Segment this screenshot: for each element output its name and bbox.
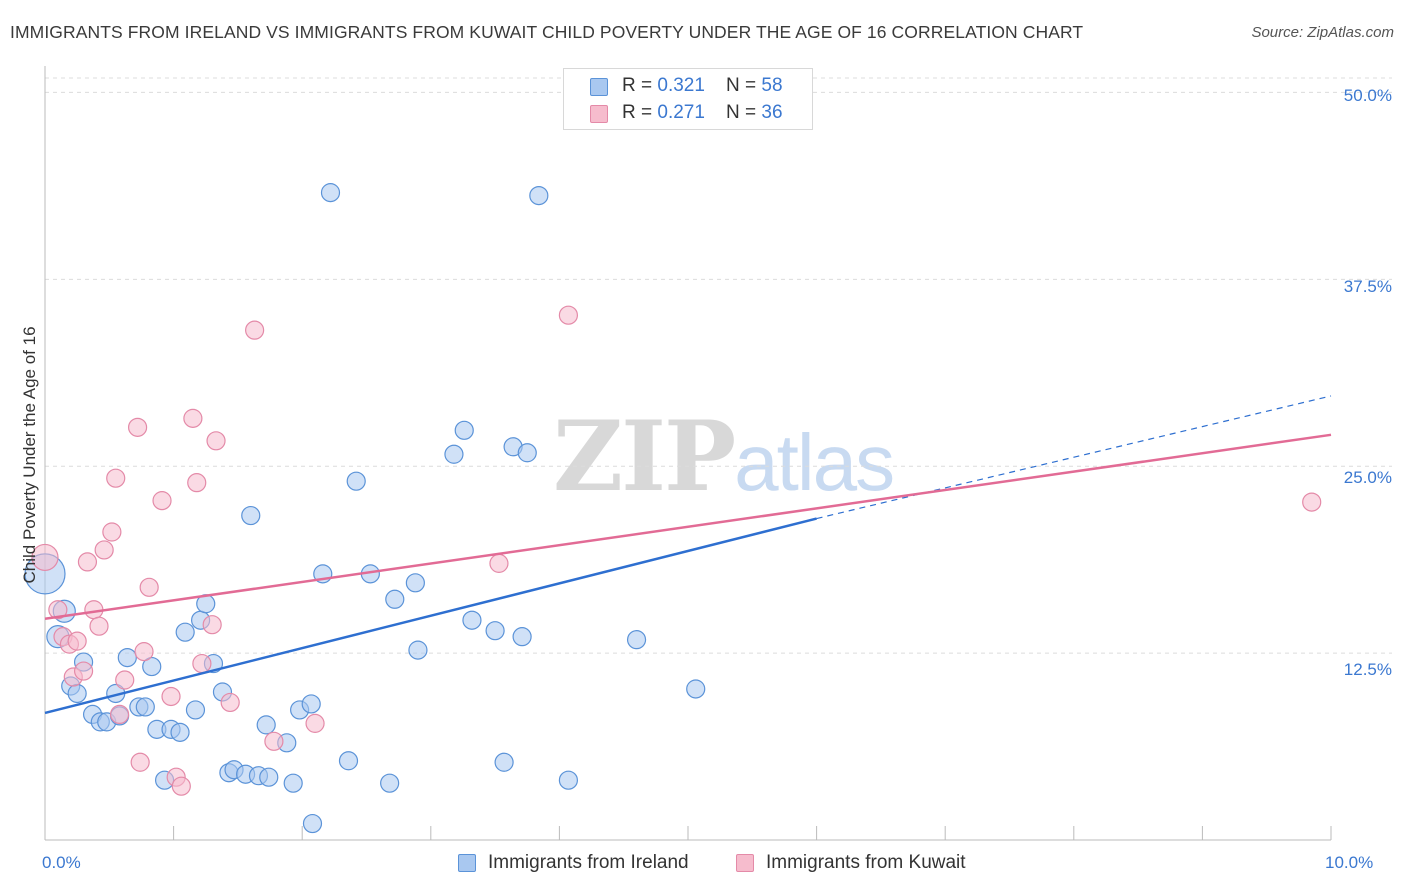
ireland-point-45 — [408, 640, 428, 660]
ireland-r-value: 0.321 — [657, 75, 705, 96]
ireland-point-35 — [301, 694, 321, 714]
kuwait-point-7 — [77, 552, 98, 572]
ireland-point-19 — [175, 622, 195, 642]
kuwait-r-value: 0.271 — [657, 102, 705, 123]
ireland-point-42 — [380, 773, 400, 793]
kuwait-r-label: R = — [622, 102, 658, 123]
kuwait-point-32 — [489, 553, 509, 573]
series-legend: Immigrants from Ireland Immigrants from … — [0, 852, 1406, 878]
kuwait-point-17 — [134, 642, 154, 662]
ireland-point-18 — [170, 722, 190, 742]
ireland-point-5 — [67, 683, 87, 704]
kuwait-point-1 — [48, 600, 68, 620]
ireland-point-47 — [454, 420, 474, 440]
y-axis-label: Child Poverty Under the Age of 16 — [20, 326, 39, 584]
ireland-point-56 — [626, 630, 647, 650]
ireland-point-53 — [517, 443, 537, 463]
kuwait-point-20 — [161, 686, 181, 707]
ireland-swatch — [590, 78, 608, 96]
ireland-point-40 — [346, 471, 366, 491]
kuwait-point-30 — [264, 731, 284, 751]
ireland-point-30 — [259, 767, 279, 787]
ireland-point-31 — [256, 715, 276, 735]
ireland-point-28 — [241, 505, 261, 526]
kuwait-point-14 — [115, 670, 135, 690]
ireland-point-55 — [558, 770, 579, 790]
kuwait-point-10 — [94, 540, 114, 560]
kuwait-point-28 — [220, 692, 240, 713]
ireland-point-33 — [283, 773, 303, 793]
ireland-point-14 — [142, 656, 162, 677]
kuwait-point-11 — [102, 522, 122, 542]
kuwait-trend-line — [44, 433, 1332, 620]
ireland-point-11 — [117, 647, 137, 668]
kuwait-point-24 — [187, 473, 207, 493]
ireland-r-label: R = — [622, 75, 658, 96]
x-tick-label-min: 0.0% — [42, 853, 81, 872]
ireland-point-44 — [405, 573, 425, 593]
ireland-n-label: N = — [726, 75, 762, 96]
zipatlas-watermark: ZIPatlas — [553, 400, 895, 513]
kuwait-swatch — [590, 105, 608, 123]
ireland-point-20 — [185, 700, 206, 720]
kuwait-point-25 — [192, 653, 212, 674]
kuwait-point-27 — [206, 431, 226, 451]
ireland-point-54 — [529, 185, 549, 206]
kuwait-point-16 — [130, 752, 150, 772]
kuwait-point-13 — [109, 704, 130, 725]
watermark-zip: ZIP — [553, 400, 736, 513]
ireland-point-49 — [485, 621, 505, 641]
source-label: Source: ZipAtlas.com — [1251, 24, 1394, 41]
kuwait-point-15 — [127, 417, 148, 437]
kuwait-point-31 — [305, 713, 325, 733]
ireland-point-57 — [686, 679, 706, 699]
kuwait-point-29 — [245, 320, 265, 340]
y-tick-label-12-5: 12.5% — [1343, 660, 1392, 679]
kuwait-point-18 — [139, 577, 159, 597]
legend-swatch-kuwait — [736, 854, 754, 872]
ireland-point-43 — [385, 589, 405, 609]
ireland-point-52 — [512, 627, 532, 647]
chart-title: IMMIGRANTS FROM IRELAND VS IMMIGRANTS FR… — [10, 22, 1084, 42]
kuwait-point-34 — [1302, 492, 1322, 512]
legend-item-kuwait: Immigrants from Kuwait — [736, 852, 966, 874]
y-tick-label-25: 25.0% — [1343, 468, 1392, 487]
kuwait-point-6 — [73, 661, 94, 681]
ireland-trend-line — [44, 517, 817, 715]
ireland-n-value: 58 — [761, 75, 783, 96]
kuwait-n-value: 36 — [761, 102, 783, 123]
kuwait-point-22 — [171, 776, 191, 796]
ireland-point-39 — [338, 751, 359, 771]
ireland-point-13 — [135, 697, 155, 717]
kuwait-n-label: N = — [726, 102, 762, 123]
kuwait-point-12 — [106, 468, 126, 488]
kuwait-point-0 — [31, 543, 59, 572]
kuwait-point-26 — [202, 615, 222, 635]
legend-label-kuwait: Immigrants from Kuwait — [766, 852, 966, 873]
ireland-point-46 — [444, 444, 464, 464]
watermark-atlas: atlas — [734, 418, 895, 507]
legend-label-ireland: Immigrants from Ireland — [488, 852, 689, 873]
ireland-point-38 — [320, 183, 341, 203]
kuwait-point-33 — [558, 305, 579, 325]
correlation-legend: R = 0.321 N = 58 R = 0.271 N = 36 — [563, 68, 813, 130]
x-tick-label-max: 10.0% — [1325, 853, 1374, 872]
legend-item-ireland: Immigrants from Ireland — [458, 852, 689, 874]
ireland-point-36 — [302, 813, 323, 834]
y-tick-label-37-5: 37.5% — [1343, 277, 1392, 296]
kuwait-point-9 — [89, 616, 109, 636]
kuwait-point-5 — [67, 631, 87, 651]
y-tick-label-50: 50.0% — [1343, 86, 1392, 105]
kuwait-point-19 — [152, 491, 172, 511]
legend-swatch-ireland — [458, 854, 476, 872]
ireland-point-48 — [462, 610, 482, 630]
kuwait-point-23 — [183, 408, 203, 428]
ireland-trend-extension — [816, 395, 1332, 520]
ireland-point-50 — [494, 752, 514, 772]
